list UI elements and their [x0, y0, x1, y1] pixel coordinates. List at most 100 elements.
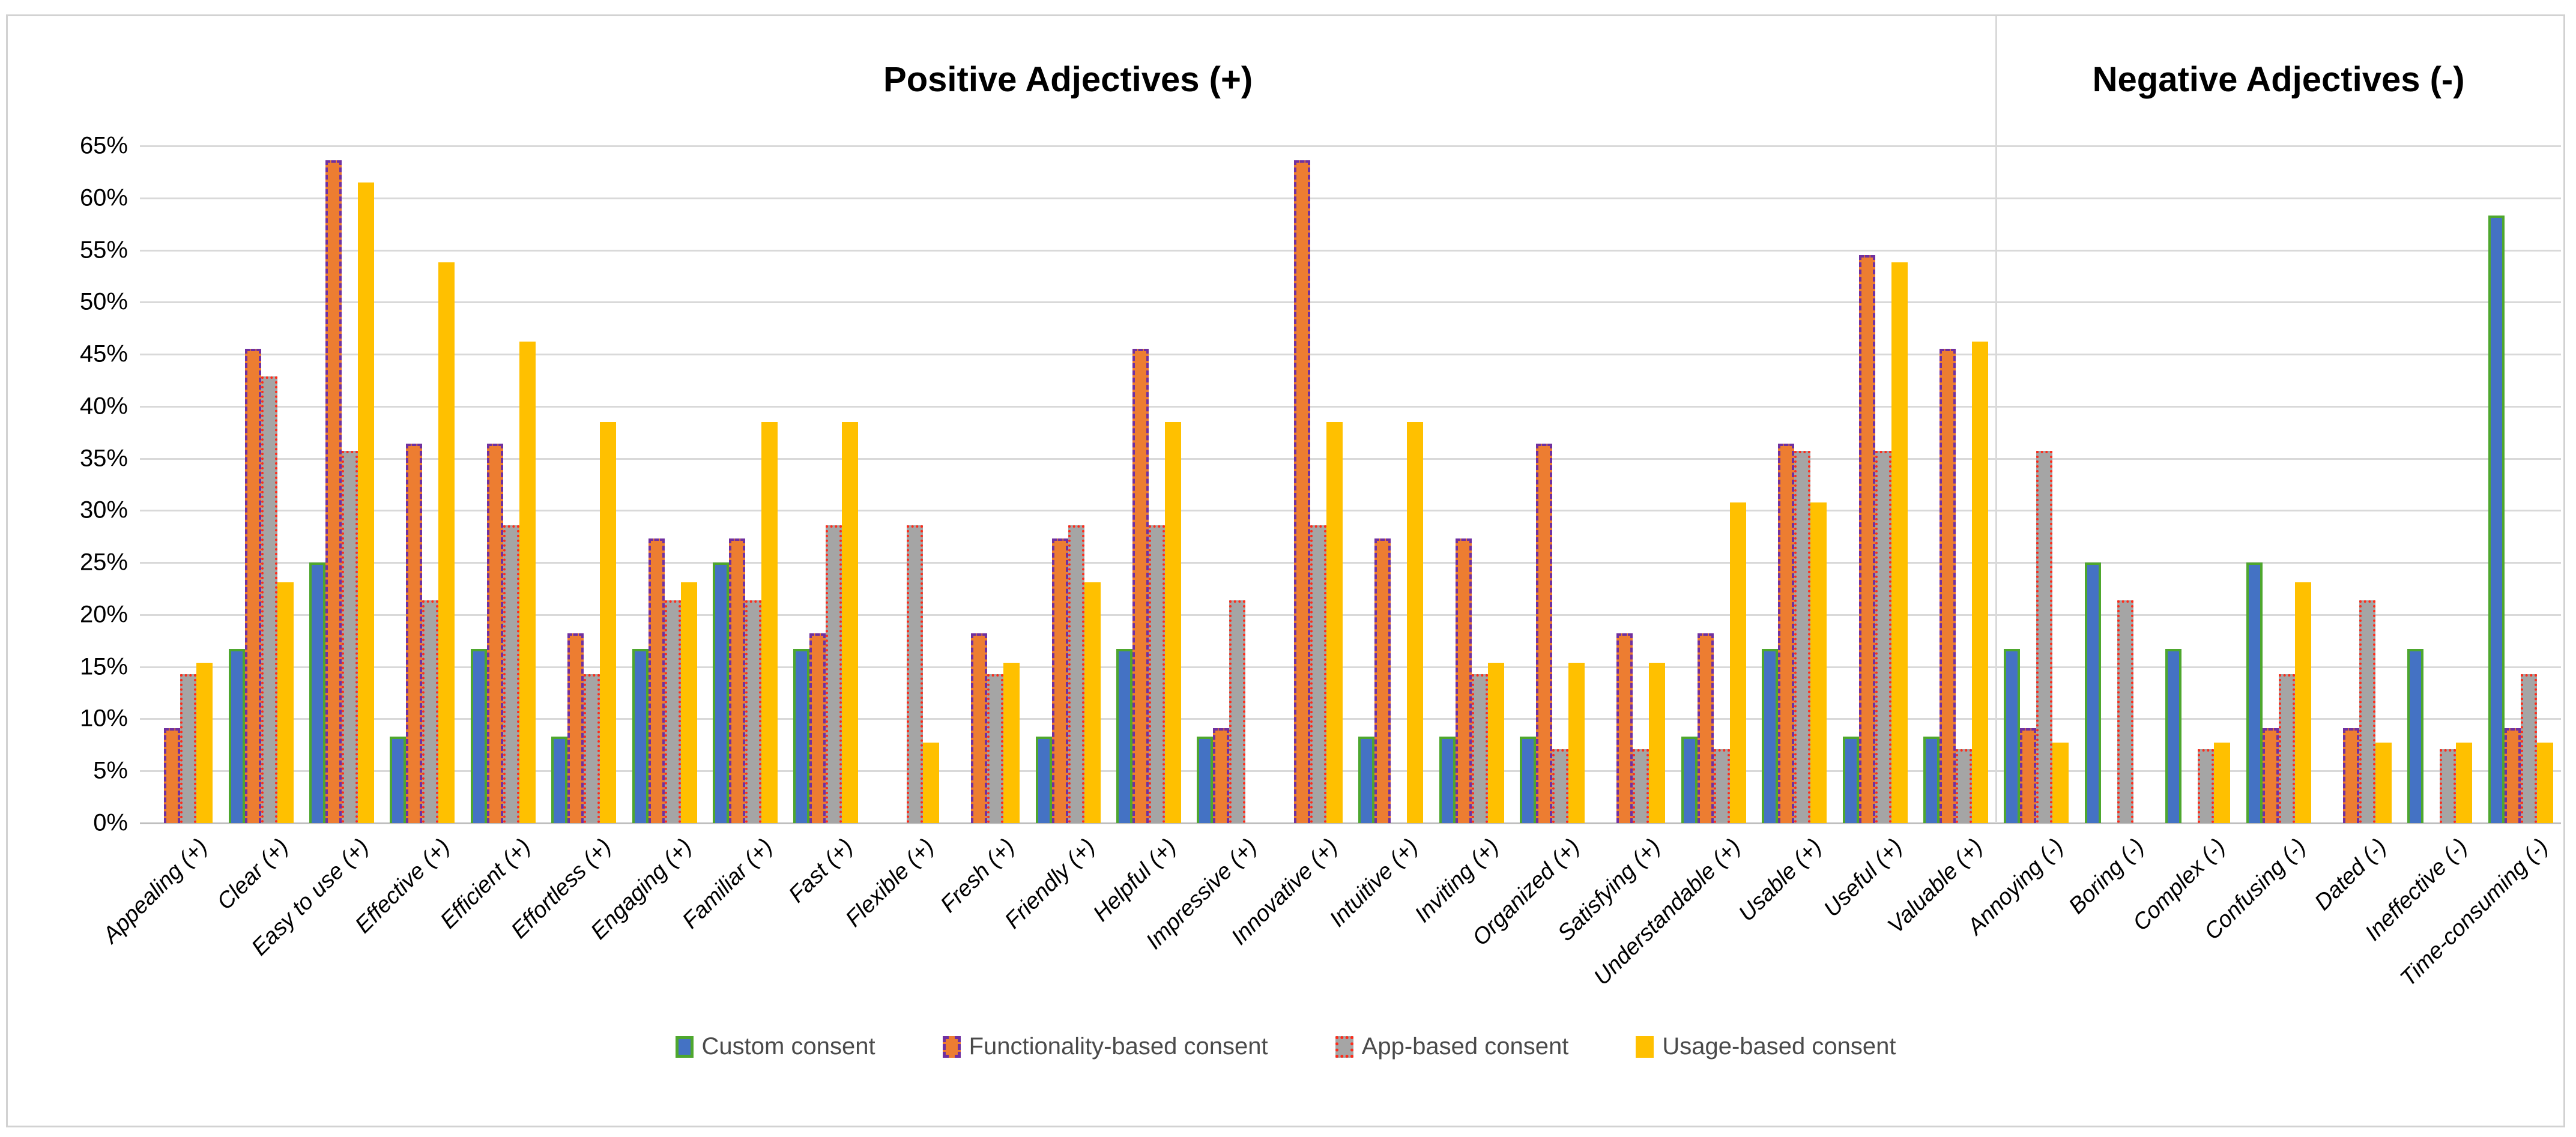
- bar: [2440, 749, 2457, 823]
- bar: [2407, 649, 2424, 823]
- bar: [470, 649, 487, 823]
- bar: [438, 262, 455, 823]
- bar: [745, 600, 761, 823]
- bar: [390, 736, 407, 823]
- bar: [1149, 525, 1165, 823]
- x-axis-category-label: Boring (-): [2064, 834, 2150, 919]
- gridline: [140, 249, 2561, 252]
- y-axis-tick-label: 15%: [79, 653, 128, 680]
- bar: [1842, 736, 1859, 823]
- bar: [713, 562, 729, 823]
- bar: [2004, 649, 2021, 823]
- bar: [793, 649, 810, 823]
- bar: [1713, 749, 1730, 823]
- bar: [1568, 662, 1585, 823]
- legend-item: Functionality-based consent: [942, 1033, 1268, 1060]
- bar: [987, 674, 1004, 823]
- bar: [1487, 662, 1504, 823]
- bar: [1923, 736, 1940, 823]
- bar: [567, 633, 584, 823]
- bar: [600, 421, 617, 823]
- x-axis-category-label: Time-consuming (-): [2395, 834, 2553, 992]
- bar: [1310, 525, 1326, 823]
- bar: [2488, 216, 2505, 823]
- y-axis-tick-label: 5%: [93, 757, 128, 784]
- x-axis-category-label: Flexible (+): [841, 834, 939, 932]
- bar: [826, 525, 842, 823]
- bar: [342, 451, 358, 823]
- y-axis-tick-label: 45%: [79, 340, 128, 367]
- bar: [1810, 502, 1827, 823]
- bar: [309, 562, 325, 823]
- bar: [1358, 736, 1375, 823]
- bar: [2036, 451, 2053, 823]
- y-axis-tick-label: 25%: [79, 549, 128, 576]
- bar: [761, 421, 778, 823]
- legend-swatch-custom-consent: [675, 1036, 694, 1058]
- bar: [2020, 728, 2037, 823]
- y-axis-tick-label: 65%: [79, 132, 128, 159]
- bar: [551, 736, 568, 823]
- bar: [164, 728, 181, 823]
- bar: [648, 538, 665, 823]
- bar: [1649, 662, 1666, 823]
- legend-item: Custom consent: [675, 1033, 875, 1060]
- bar: [1858, 255, 1875, 823]
- bar: [1778, 444, 1795, 823]
- legend-swatch-usage-based-consent: [1636, 1036, 1654, 1058]
- bar: [906, 525, 923, 823]
- bar: [2504, 728, 2521, 823]
- bar: [519, 342, 536, 823]
- bar: [922, 743, 939, 823]
- x-axis-baseline: [140, 822, 2561, 824]
- bar: [1132, 349, 1149, 823]
- y-axis-tick-label: 30%: [79, 496, 128, 523]
- bar: [1213, 728, 1230, 823]
- bar: [1520, 736, 1536, 823]
- bar: [1084, 582, 1101, 823]
- bar: [1471, 674, 1488, 823]
- bar: [1439, 736, 1456, 823]
- gridline: [140, 614, 2561, 616]
- y-axis-tick-label: 20%: [79, 601, 128, 628]
- bar: [1326, 421, 1343, 823]
- bar: [2198, 749, 2215, 823]
- bar: [632, 649, 649, 823]
- bar: [1455, 538, 1472, 823]
- gridline: [140, 770, 2561, 773]
- bar: [503, 525, 519, 823]
- bar: [2052, 743, 2069, 823]
- x-axis-category-label: Fresh (+): [936, 834, 1020, 918]
- legend-item-label: Functionality-based consent: [969, 1033, 1268, 1060]
- section-divider-line: [1995, 16, 1998, 823]
- gridline: [140, 718, 2561, 720]
- bar: [1633, 749, 1649, 823]
- bar: [228, 649, 245, 823]
- legend-item-label: Custom consent: [701, 1033, 875, 1060]
- bar: [1229, 600, 1246, 823]
- bar: [1116, 649, 1132, 823]
- bar: [1407, 421, 1424, 823]
- y-axis-tick-label: 0%: [93, 809, 128, 836]
- bar: [196, 662, 213, 823]
- bar: [2375, 743, 2392, 823]
- legend-item: Usage-based consent: [1636, 1033, 1896, 1060]
- bar: [971, 633, 988, 823]
- y-axis-tick-label: 55%: [79, 237, 128, 264]
- bar: [1165, 421, 1181, 823]
- bar: [1003, 662, 1020, 823]
- bar: [809, 633, 826, 823]
- bar: [584, 674, 600, 823]
- gridline: [140, 145, 2561, 147]
- gridline: [140, 197, 2561, 199]
- y-axis-tick-label: 40%: [79, 393, 128, 420]
- bar: [1293, 160, 1310, 823]
- bar: [664, 600, 681, 823]
- bar: [1536, 444, 1552, 823]
- x-axis-category-label: Usable (+): [1734, 834, 1827, 927]
- y-axis-tick-label: 50%: [79, 288, 128, 315]
- bar: [1940, 349, 1956, 823]
- legend-swatch-app-based-consent: [1335, 1036, 1353, 1058]
- bar: [1762, 649, 1779, 823]
- bar: [261, 376, 277, 823]
